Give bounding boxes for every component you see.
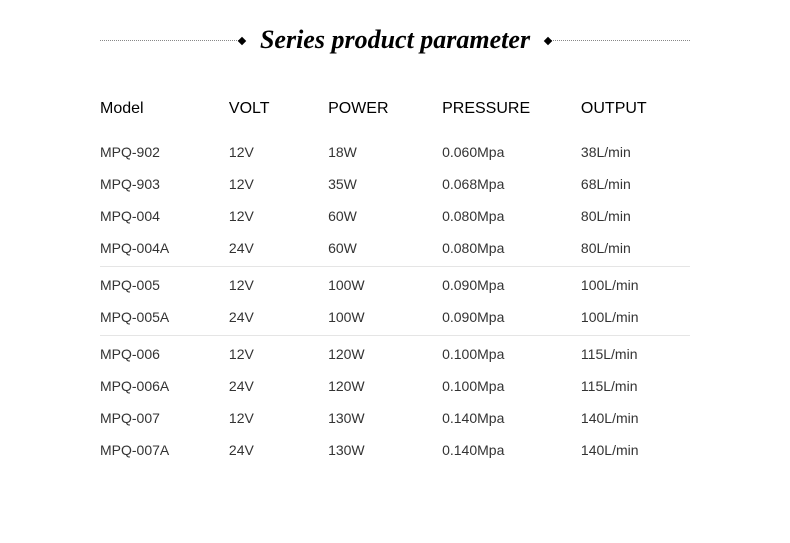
table-row: MPQ-00712V130W0.140Mpa140L/min [100,402,690,434]
table-row: MPQ-90312V35W0.068Mpa68L/min [100,168,690,200]
table-row: MPQ-007A24V130W0.140Mpa140L/min [100,434,690,466]
cell-pressure: 0.060Mpa [442,144,581,160]
cell-power: 100W [328,309,442,325]
table-row: MPQ-006A24V120W0.100Mpa115L/min [100,370,690,402]
cell-output: 140L/min [581,442,690,458]
decorative-line-left [100,40,245,41]
page-container: Series product parameter Model VOLT POWE… [0,0,790,495]
cell-pressure: 0.100Mpa [442,378,581,394]
parameter-table: Model VOLT POWER PRESSURE OUTPUT MPQ-902… [0,90,790,470]
cell-volt: 24V [229,309,328,325]
cell-volt: 24V [229,378,328,394]
cell-volt: 12V [229,144,328,160]
header-power: POWER [328,100,442,118]
header-volt: VOLT [229,100,328,118]
header-pressure: PRESSURE [442,100,581,118]
cell-output: 80L/min [581,208,690,224]
cell-power: 120W [328,346,442,362]
cell-power: 18W [328,144,442,160]
cell-power: 120W [328,378,442,394]
cell-pressure: 0.080Mpa [442,240,581,256]
cell-pressure: 0.090Mpa [442,277,581,293]
table-group: MPQ-00612V120W0.100Mpa115L/minMPQ-006A24… [100,338,690,468]
cell-output: 115L/min [581,346,690,362]
cell-volt: 12V [229,277,328,293]
header-model: Model [100,100,229,118]
cell-output: 68L/min [581,176,690,192]
cell-model: MPQ-902 [100,144,229,160]
cell-model: MPQ-005 [100,277,229,293]
header-output: OUTPUT [581,100,690,118]
cell-pressure: 0.100Mpa [442,346,581,362]
cell-output: 140L/min [581,410,690,426]
cell-pressure: 0.140Mpa [442,442,581,458]
cell-model: MPQ-903 [100,176,229,192]
table-body: MPQ-90212V18W0.060Mpa38L/minMPQ-90312V35… [100,136,690,470]
cell-model: MPQ-005A [100,309,229,325]
cell-pressure: 0.140Mpa [442,410,581,426]
cell-model: MPQ-007A [100,442,229,458]
cell-output: 80L/min [581,240,690,256]
cell-volt: 24V [229,240,328,256]
cell-volt: 12V [229,208,328,224]
table-group: MPQ-90212V18W0.060Mpa38L/minMPQ-90312V35… [100,136,690,267]
cell-model: MPQ-007 [100,410,229,426]
cell-model: MPQ-006 [100,346,229,362]
page-title: Series product parameter [245,25,545,55]
cell-model: MPQ-006A [100,378,229,394]
cell-pressure: 0.090Mpa [442,309,581,325]
decorative-line-right [545,40,690,41]
cell-pressure: 0.068Mpa [442,176,581,192]
cell-output: 100L/min [581,309,690,325]
cell-output: 115L/min [581,378,690,394]
table-row: MPQ-005A24V100W0.090Mpa100L/min [100,301,690,333]
table-row: MPQ-004A24V60W0.080Mpa80L/min [100,232,690,264]
table-row: MPQ-00512V100W0.090Mpa100L/min [100,269,690,301]
cell-pressure: 0.080Mpa [442,208,581,224]
cell-output: 100L/min [581,277,690,293]
cell-power: 35W [328,176,442,192]
cell-power: 60W [328,240,442,256]
cell-volt: 12V [229,346,328,362]
cell-volt: 12V [229,176,328,192]
cell-volt: 24V [229,442,328,458]
table-row: MPQ-00412V60W0.080Mpa80L/min [100,200,690,232]
table-row: MPQ-90212V18W0.060Mpa38L/min [100,136,690,168]
table-header: Model VOLT POWER PRESSURE OUTPUT [100,90,690,128]
cell-volt: 12V [229,410,328,426]
table-row: MPQ-00612V120W0.100Mpa115L/min [100,338,690,370]
title-section: Series product parameter [0,25,790,55]
cell-power: 130W [328,410,442,426]
cell-model: MPQ-004 [100,208,229,224]
table-group: MPQ-00512V100W0.090Mpa100L/minMPQ-005A24… [100,269,690,336]
cell-output: 38L/min [581,144,690,160]
cell-model: MPQ-004A [100,240,229,256]
cell-power: 130W [328,442,442,458]
cell-power: 100W [328,277,442,293]
cell-power: 60W [328,208,442,224]
